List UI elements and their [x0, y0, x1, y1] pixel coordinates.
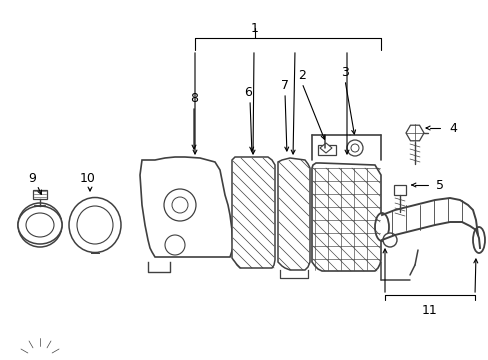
Text: 1: 1	[250, 22, 259, 35]
Polygon shape	[311, 163, 380, 271]
FancyBboxPatch shape	[393, 185, 405, 195]
Ellipse shape	[26, 213, 54, 237]
Polygon shape	[278, 158, 309, 270]
Ellipse shape	[472, 227, 484, 253]
Text: 5: 5	[435, 179, 443, 192]
Polygon shape	[319, 143, 331, 153]
Text: 7: 7	[281, 78, 288, 91]
FancyBboxPatch shape	[33, 190, 47, 199]
Text: 6: 6	[244, 86, 251, 99]
Ellipse shape	[18, 206, 62, 244]
Text: 11: 11	[421, 303, 437, 316]
Text: 10: 10	[80, 171, 96, 185]
Text: 9: 9	[28, 171, 36, 185]
Ellipse shape	[77, 206, 113, 244]
Circle shape	[26, 211, 54, 239]
Polygon shape	[405, 125, 423, 141]
Ellipse shape	[69, 198, 121, 252]
Text: 8: 8	[190, 91, 198, 104]
Circle shape	[163, 189, 196, 221]
Circle shape	[164, 235, 184, 255]
Polygon shape	[140, 157, 232, 257]
Text: 2: 2	[298, 68, 305, 81]
Circle shape	[350, 144, 358, 152]
Text: 3: 3	[340, 66, 348, 78]
Ellipse shape	[374, 213, 388, 241]
Circle shape	[346, 140, 362, 156]
Polygon shape	[231, 157, 274, 268]
Text: 4: 4	[448, 122, 456, 135]
FancyBboxPatch shape	[317, 145, 335, 155]
Circle shape	[18, 203, 62, 247]
Circle shape	[172, 197, 187, 213]
Ellipse shape	[382, 233, 396, 247]
